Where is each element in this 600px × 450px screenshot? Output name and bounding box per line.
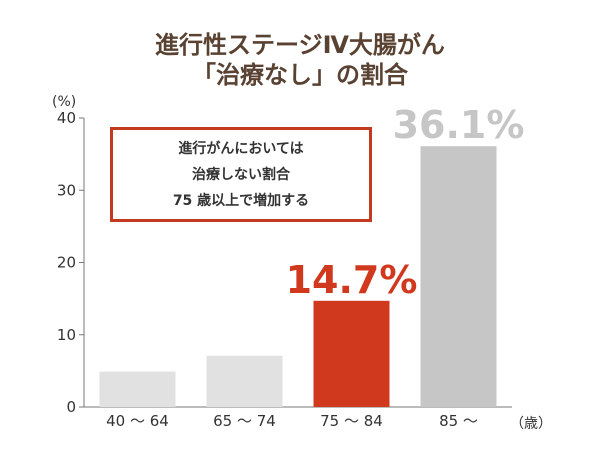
y-tick-label: 40 [57, 109, 76, 127]
x-tick-label: 75 ～ 84 [320, 412, 383, 430]
y-tick-label: 20 [57, 254, 76, 272]
annotation-line1: 進行がんにおいては [178, 140, 304, 157]
bar [420, 146, 497, 408]
y-tick-label: 30 [57, 181, 76, 199]
x-tick-label: 40 ～ 64 [106, 412, 169, 430]
chart-bars [99, 146, 497, 408]
bar [313, 300, 390, 407]
y-tick-label: 0 [66, 398, 76, 416]
x-tick-label: 65 ～ 74 [213, 412, 276, 430]
chart-labels: 40 ～ 64 65 ～ 74 75 ～ 84 85 ～ 14.7% 36.1% [106, 103, 524, 430]
annotation-line2: 治療しない割合 [192, 166, 290, 183]
data-label: 36.1% [393, 103, 525, 147]
annotation-box: 進行がんにおいては 治療しない割合 75 歳以上で増加する [110, 127, 372, 222]
chart-title-line1: 進行性ステージⅣ大腸がん [155, 31, 445, 59]
x-unit-label: （歳） [510, 416, 552, 432]
annotation-line3: 75 歳以上で増加する [172, 192, 310, 209]
chart-title-line2: 「治療なし」の割合 [192, 61, 408, 89]
bar [206, 355, 283, 407]
x-tick-label: 85 ～ [439, 412, 478, 430]
chart-axes: 0 10 20 30 40(%) （歳） [52, 94, 552, 432]
y-unit-label: (%) [52, 94, 76, 110]
data-label: 14.7% [286, 258, 418, 302]
bar [99, 371, 176, 407]
y-tick-label: 10 [57, 326, 76, 344]
